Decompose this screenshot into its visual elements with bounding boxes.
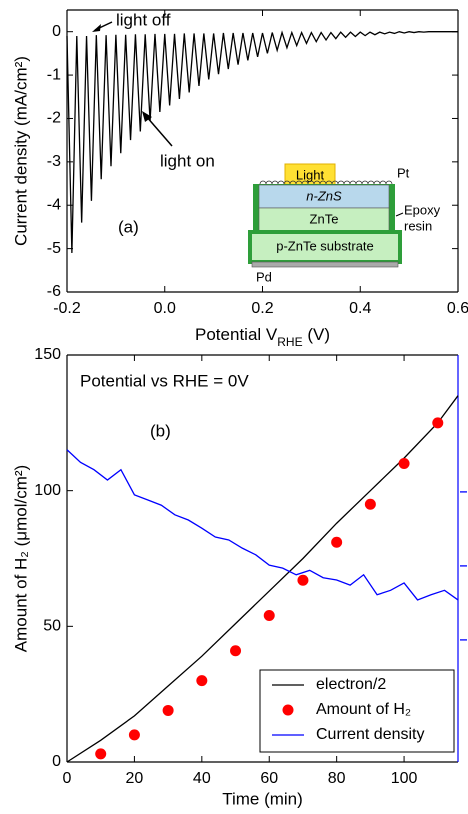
x-tick-label: 0.2	[251, 300, 273, 317]
legend-label: Current density	[316, 726, 425, 743]
marker	[230, 645, 242, 657]
x-tick-label: 80	[328, 770, 346, 787]
arrow-head	[142, 111, 152, 122]
y-axis-label: Current density (mA/cm²)	[11, 56, 30, 246]
y-tick-label: 50	[43, 618, 61, 635]
y-tick-label: -4	[47, 196, 61, 213]
epoxy-label: resin	[404, 218, 432, 233]
marker	[128, 729, 140, 741]
arrow-head	[92, 24, 101, 32]
annotation: light on	[160, 151, 215, 170]
marker	[398, 458, 410, 470]
y-tick-label: 0	[52, 23, 61, 40]
y-axis-label: Amount of H₂ (μmol/cm²)	[11, 465, 30, 652]
pointer	[395, 212, 404, 217]
marker	[297, 574, 309, 586]
marker	[95, 748, 107, 760]
x-axis-label: Time (min)	[222, 789, 303, 808]
panel-label: (b)	[150, 421, 171, 440]
y-tick-label: -6	[47, 283, 61, 300]
marker	[263, 609, 275, 621]
x-tick-label: 0.0	[154, 300, 176, 317]
legend-marker	[282, 704, 294, 716]
arrow	[145, 115, 173, 147]
marker	[162, 704, 174, 716]
line	[66, 449, 459, 601]
y-tick-label: -3	[47, 153, 61, 170]
layer-label: n-ZnS	[306, 188, 342, 203]
x-axis-label-part: Potential V	[195, 325, 278, 344]
marker	[364, 498, 376, 510]
legend-label: Amount of H₂	[316, 701, 411, 718]
light-label: Light	[296, 167, 325, 182]
x-tick-label: 40	[193, 770, 211, 787]
x-axis-label-part: (V)	[303, 325, 330, 344]
annotation: Potential vs RHE = 0V	[80, 371, 249, 390]
line	[66, 30, 458, 253]
x-tick-label: 0.6	[447, 300, 468, 317]
x-tick-label: 20	[126, 770, 144, 787]
x-tick-label: -0.2	[53, 300, 81, 317]
y-tick-label: 150	[34, 346, 61, 363]
marker	[196, 675, 208, 687]
y-tick-label: 0	[52, 753, 61, 770]
legend-label: electron/2	[316, 676, 386, 693]
panel-label: (a)	[118, 217, 139, 236]
pd-layer	[251, 261, 399, 268]
layer-label: p-ZnTe substrate	[276, 238, 374, 253]
x-tick-label: 0	[63, 770, 72, 787]
x-axis-label-part: RHE	[277, 335, 302, 349]
layer-label: ZnTe	[310, 211, 339, 226]
x-axis-label: Potential VRHE (V)	[195, 325, 330, 349]
x-tick-label: 0.4	[349, 300, 371, 317]
y-tick-label: 100	[34, 482, 61, 499]
x-tick-label: 100	[391, 770, 418, 787]
y-tick-label: -1	[47, 66, 61, 83]
layer	[248, 230, 402, 264]
y-tick-label: -2	[47, 110, 61, 127]
marker	[331, 536, 343, 548]
pd-label: Pd	[256, 269, 272, 284]
annotation: light off	[116, 10, 171, 29]
y-tick-label: -5	[47, 240, 61, 257]
x-tick-label: 60	[260, 770, 278, 787]
epoxy-label: Epoxy	[404, 202, 441, 217]
pt-label: Pt	[397, 165, 410, 180]
marker	[432, 417, 444, 429]
